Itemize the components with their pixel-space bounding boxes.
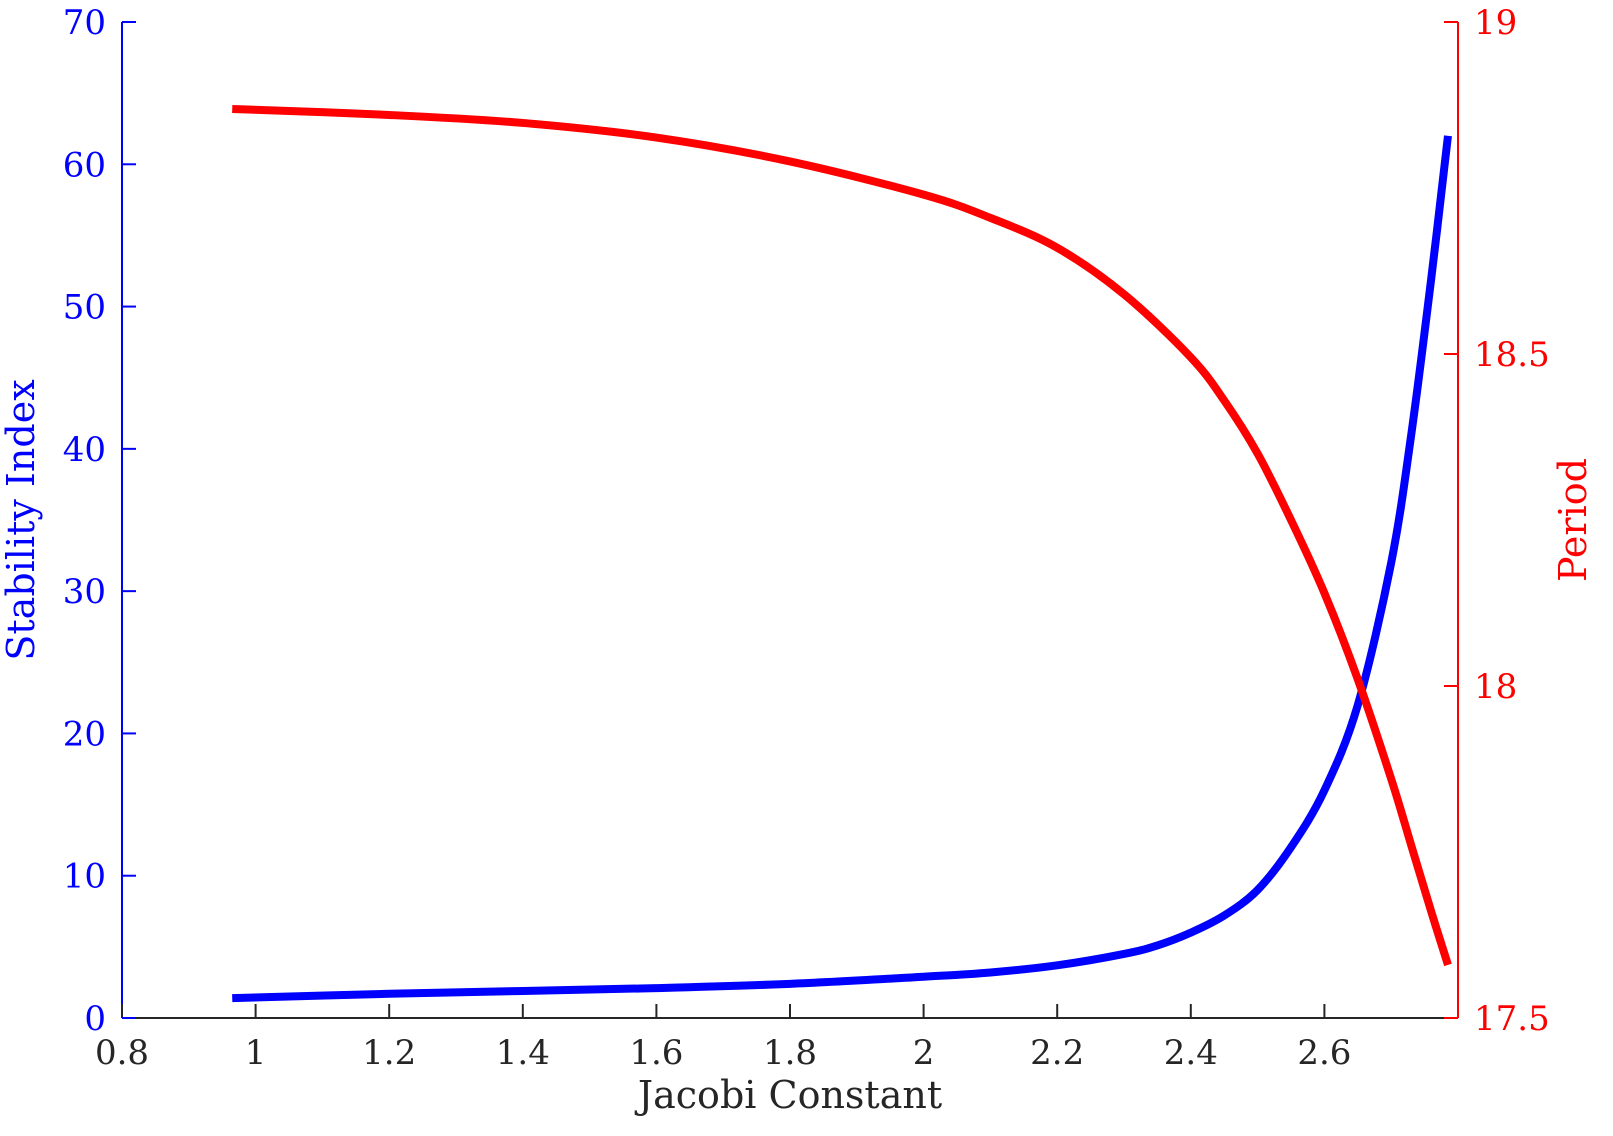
y-right-tick-label: 19 bbox=[1474, 3, 1517, 43]
y-right-tick-label: 18 bbox=[1474, 667, 1517, 707]
stability-index-series-line bbox=[232, 135, 1452, 1003]
y-left-tick-label: 20 bbox=[63, 714, 106, 754]
x-axis-title: Jacobi Constant bbox=[634, 1073, 942, 1117]
period-series-line bbox=[232, 104, 1452, 967]
y-left-tick-label: 70 bbox=[63, 3, 106, 43]
y-right-tick-label: 17.5 bbox=[1474, 999, 1550, 1039]
y-left-tick-label: 0 bbox=[84, 999, 106, 1039]
y-right-axis-title: Period bbox=[1551, 458, 1595, 582]
x-tick-label: 2.4 bbox=[1164, 1033, 1218, 1073]
y-left-tick-label: 30 bbox=[63, 572, 106, 612]
y-left-axis-title: Stability Index bbox=[0, 379, 43, 660]
y-left-tick-label: 60 bbox=[63, 145, 106, 185]
x-tick-label: 1 bbox=[245, 1033, 267, 1073]
x-tick-label: 1.8 bbox=[763, 1033, 817, 1073]
x-tick-label: 2 bbox=[913, 1033, 935, 1073]
y-left-tick-label: 10 bbox=[63, 857, 106, 897]
axes-layer bbox=[121, 21, 1459, 1019]
labels-layer: 0.8 1 1.2 1.4 1.6 1.8 2 2.2 2.4 2.6 0 10 20 30 40 50 60 7… bbox=[0, 3, 1595, 1117]
x-tick-label: 0.8 bbox=[95, 1033, 149, 1073]
x-tick-label: 2.2 bbox=[1030, 1033, 1084, 1073]
x-tick-label: 1.2 bbox=[362, 1033, 416, 1073]
y-right-tick-label: 18.5 bbox=[1474, 335, 1550, 375]
y-left-tick-label: 50 bbox=[63, 288, 106, 328]
series-layer bbox=[232, 104, 1452, 1003]
y-left-tick-label: 40 bbox=[63, 430, 106, 470]
x-tick-label: 1.4 bbox=[496, 1033, 550, 1073]
x-tick-label: 2.6 bbox=[1297, 1033, 1351, 1073]
x-tick-label: 1.6 bbox=[629, 1033, 683, 1073]
